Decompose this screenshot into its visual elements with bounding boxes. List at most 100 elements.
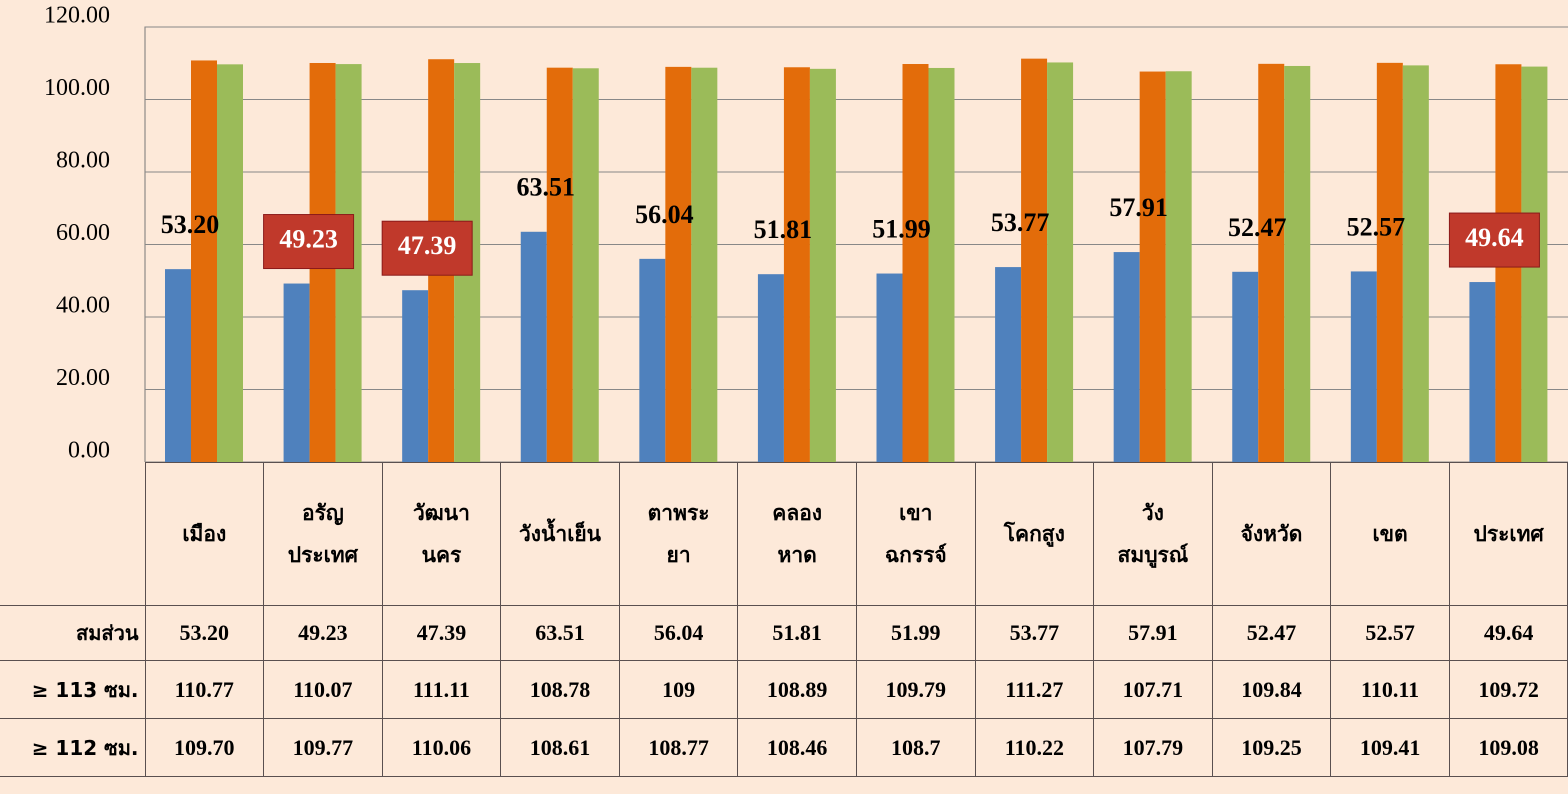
category-label: ตาพระ ยา bbox=[618, 462, 739, 606]
bar bbox=[546, 67, 573, 462]
series-row: ≥ 113 ซม. 110.77 110.07 111.11 108.78 109 108.… bbox=[0, 660, 1568, 719]
table-value: 109.77 bbox=[263, 718, 383, 777]
category-label: จังหวัด bbox=[1211, 462, 1332, 606]
table-value: 108.46 bbox=[737, 718, 857, 777]
bar bbox=[1021, 58, 1048, 462]
chart: 0.00 20.00 40.00 60.00 80.00 100.00 120.00 53.2… bbox=[44, 3, 1568, 463]
data-label: 52.47 bbox=[1228, 213, 1287, 242]
bar bbox=[757, 274, 784, 462]
table-value: 110.22 bbox=[974, 718, 1095, 777]
bar bbox=[928, 67, 955, 462]
data-label: 53.20 bbox=[161, 210, 220, 239]
table-value: 109.84 bbox=[1211, 660, 1332, 719]
table-value: 53.20 bbox=[144, 605, 265, 661]
table-value: 111.27 bbox=[974, 660, 1095, 719]
table-value: 110.11 bbox=[1330, 660, 1450, 719]
table-value: 49.64 bbox=[1448, 605, 1568, 661]
table-value: 109 bbox=[618, 660, 739, 719]
y-tick-label: 60.00 bbox=[56, 220, 110, 246]
category-label: อรัญ ประเทศ bbox=[263, 462, 383, 606]
y-tick-label: 120.00 bbox=[44, 3, 110, 29]
bar bbox=[876, 273, 903, 462]
category-label: คลอง หาด bbox=[737, 462, 857, 606]
data-label: 53.77 bbox=[991, 208, 1050, 237]
legend-label: ≥ 112 ซม. bbox=[0, 718, 146, 777]
table-value: 110.77 bbox=[144, 660, 265, 719]
table-value: 52.57 bbox=[1330, 605, 1450, 661]
label-box bbox=[381, 220, 473, 276]
legend-label: ≥ 113 ซม. bbox=[0, 660, 146, 719]
table-value: 109.79 bbox=[855, 660, 976, 719]
category-label: โคกสูง bbox=[974, 462, 1095, 606]
table-value: 109.41 bbox=[1330, 718, 1450, 777]
table-value: 53.77 bbox=[974, 605, 1095, 661]
table-value: 108.61 bbox=[500, 718, 620, 777]
y-tick-label: 20.00 bbox=[56, 365, 110, 391]
table-value: 108.77 bbox=[618, 718, 739, 777]
bar bbox=[809, 68, 836, 462]
table-value: 63.51 bbox=[500, 605, 620, 661]
bar bbox=[191, 60, 217, 462]
bar bbox=[1232, 271, 1259, 462]
bar bbox=[572, 68, 599, 462]
bar bbox=[217, 64, 243, 462]
y-tick-label: 40.00 bbox=[56, 293, 110, 319]
bar bbox=[402, 290, 429, 462]
bar bbox=[902, 64, 929, 462]
bar bbox=[1113, 252, 1140, 462]
legend-label: สมส่วน bbox=[0, 605, 146, 661]
bar bbox=[995, 267, 1022, 462]
table-value: 56.04 bbox=[618, 605, 739, 661]
table-value: 108.7 bbox=[855, 718, 976, 777]
y-tick-label: 100.00 bbox=[44, 75, 110, 101]
data-label: 51.99 bbox=[872, 215, 931, 244]
table-value: 57.91 bbox=[1093, 605, 1213, 661]
table-value: 111.11 bbox=[381, 660, 502, 719]
bar bbox=[639, 258, 666, 462]
data-label: 56.04 bbox=[635, 200, 694, 229]
category-label: เขต bbox=[1330, 462, 1450, 606]
table-value: 108.89 bbox=[737, 660, 857, 719]
table-value: 109.25 bbox=[1211, 718, 1332, 777]
category-label: ประเทศ bbox=[1448, 462, 1568, 606]
bar bbox=[691, 67, 718, 462]
bar bbox=[1258, 63, 1285, 462]
table-value: 109.08 bbox=[1448, 718, 1568, 777]
bar bbox=[1047, 62, 1074, 462]
data-label: 49.23 bbox=[279, 225, 338, 254]
corner-cell bbox=[0, 462, 146, 606]
bar bbox=[1469, 282, 1496, 462]
label-box bbox=[263, 214, 355, 270]
bar bbox=[1165, 71, 1192, 462]
table-value: 49.23 bbox=[263, 605, 383, 661]
table-value: 110.06 bbox=[381, 718, 502, 777]
category-label: วัง สมบูรณ์ bbox=[1093, 462, 1213, 606]
table-value: 51.99 bbox=[855, 605, 976, 661]
table-value: 52.47 bbox=[1211, 605, 1332, 661]
data-label: 47.39 bbox=[398, 231, 457, 260]
bar bbox=[783, 67, 810, 462]
table-value: 108.78 bbox=[500, 660, 620, 719]
table-value: 47.39 bbox=[381, 605, 502, 661]
bar bbox=[1350, 271, 1377, 462]
category-label: เขา ฉกรรจ์ bbox=[855, 462, 976, 606]
series-row: สมส่วน 53.20 49.23 47.39 63.51 56.04 51.81 51.9… bbox=[0, 605, 1568, 661]
bar bbox=[1284, 65, 1311, 462]
table-value: 109.70 bbox=[144, 718, 265, 777]
header-row: เมือง อรัญ ประเทศ วัฒนา นคร วังน้ำเย็น ตาพระ… bbox=[0, 462, 1568, 606]
category-label: วัฒนา นคร bbox=[381, 462, 502, 606]
table-value: 110.07 bbox=[263, 660, 383, 719]
category-label: เมือง bbox=[144, 462, 265, 606]
label-box bbox=[1448, 212, 1540, 268]
series-row: ≥ 112 ซม. 109.70 109.77 110.06 108.61 108.77 1… bbox=[0, 718, 1568, 777]
data-label: 51.81 bbox=[754, 215, 813, 244]
data-label: 49.64 bbox=[1465, 223, 1524, 252]
data-label: 57.91 bbox=[1109, 193, 1168, 222]
y-tick-label: 80.00 bbox=[56, 148, 110, 174]
bar bbox=[665, 66, 692, 462]
table-value: 109.72 bbox=[1448, 660, 1568, 719]
category-label: วังน้ำเย็น bbox=[500, 462, 620, 606]
y-tick-label: 0.00 bbox=[68, 438, 110, 463]
bar bbox=[165, 269, 191, 462]
